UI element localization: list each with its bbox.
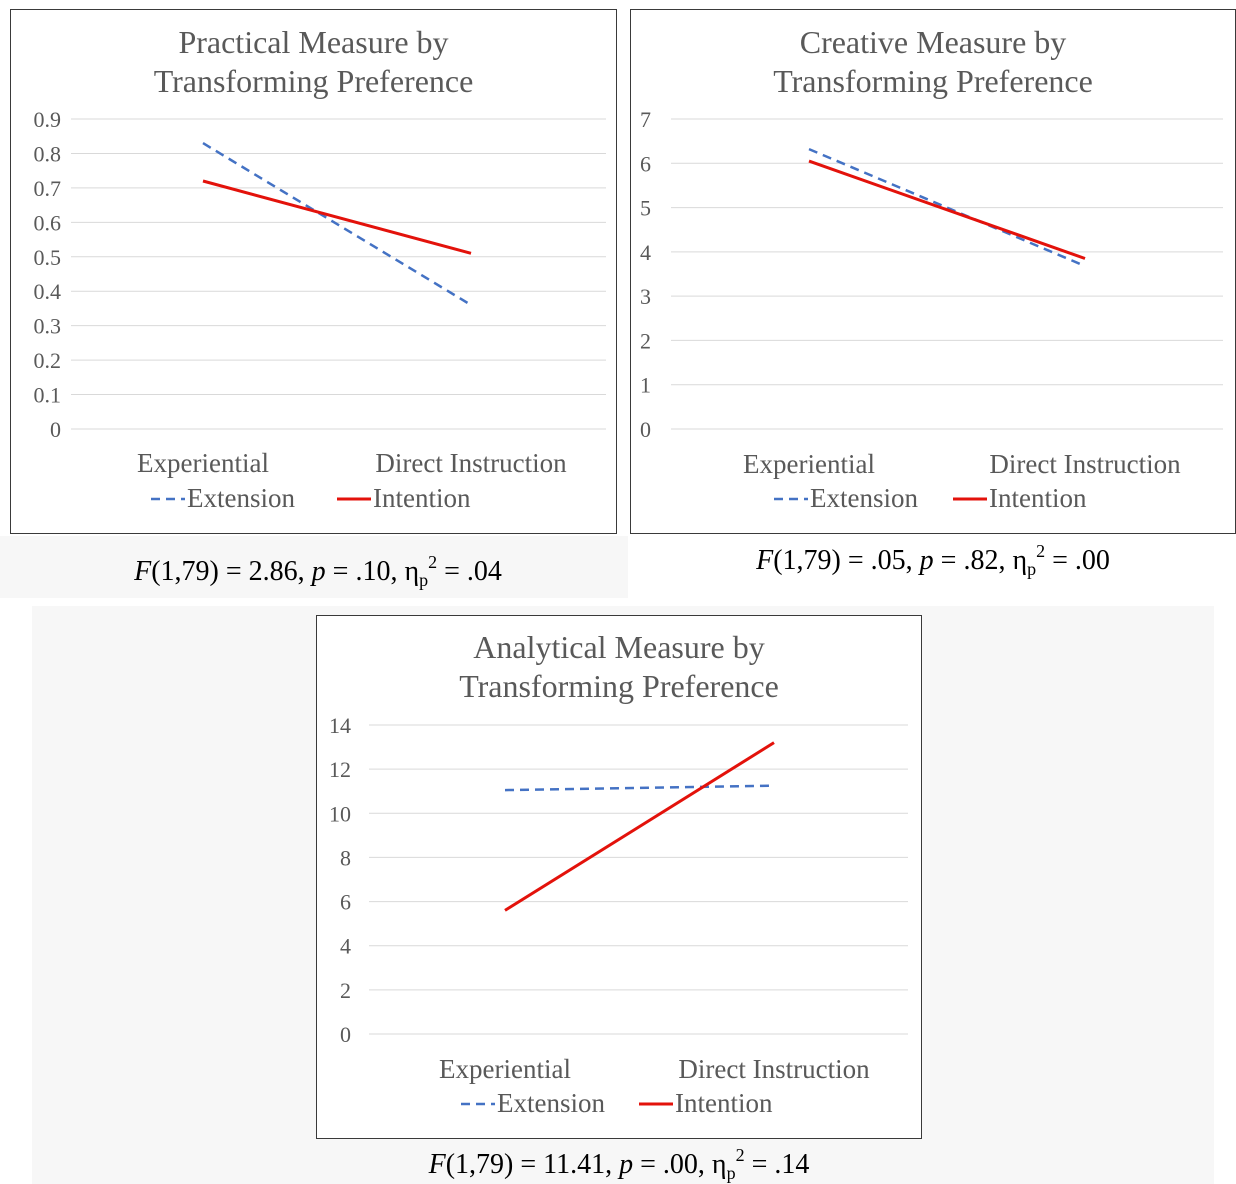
y-tick-label: 0 <box>640 417 651 442</box>
creative-chart-panel: Creative Measure by Transforming Prefere… <box>630 9 1236 534</box>
legend-label-intention: Intention <box>989 483 1087 513</box>
y-tick-label: 6 <box>640 151 651 176</box>
series-line-intention <box>504 741 775 912</box>
stat-p-label: p <box>619 1149 634 1180</box>
stat-f-label: F <box>756 545 774 576</box>
chart-title: Creative Measure by Transforming Prefere… <box>631 23 1235 101</box>
stat-df: (1,79) = .05, <box>773 545 920 576</box>
series-line-extension <box>504 784 775 792</box>
y-tick-label: 0.8 <box>34 141 62 166</box>
stat-p-value: = .82, η <box>933 545 1028 576</box>
y-tick-label: 2 <box>640 328 651 353</box>
creative-chart-svg: 0 1 2 3 4 5 6 7 Experiential Direct Instruction Ex… <box>640 107 1223 513</box>
legend-label-extension: Extension <box>497 1088 605 1118</box>
stat-eta-sup: 2 <box>1036 541 1046 561</box>
practical-chart-panel: Practical Measure by Transforming Prefer… <box>10 9 617 534</box>
y-tick-label: 12 <box>329 757 351 782</box>
caption-band-top <box>0 536 628 598</box>
y-tick-label: 0 <box>340 1022 351 1047</box>
analytical-chart-panel: Analytical Measure by Transforming Prefe… <box>316 615 922 1139</box>
stat-p-label: p <box>311 556 326 587</box>
stat-eta-sub: p <box>726 1163 736 1183</box>
series-line-extension <box>808 147 1086 268</box>
stat-eta-sup: 2 <box>735 1145 745 1165</box>
y-tick-label: 1 <box>640 373 651 398</box>
stat-eta-sub: p <box>1027 559 1037 579</box>
y-tick-label: 0.9 <box>34 107 62 132</box>
chart-title-line-1: Creative Measure by <box>799 24 1067 60</box>
stat-eta-sub: p <box>419 570 429 590</box>
y-tick-label: 0.3 <box>34 314 62 339</box>
stat-p-value: = .00, η <box>633 1149 727 1180</box>
creative-stat-caption: F(1,79) = .05, p = .82, ηp2 = .00 <box>630 541 1236 580</box>
stat-eta-value: = .14 <box>744 1149 810 1180</box>
x-category-label: Direct Instruction <box>375 448 567 478</box>
y-tick-label: 5 <box>640 196 651 221</box>
y-tick-label: 3 <box>640 284 651 309</box>
stat-f-label: F <box>428 1149 446 1180</box>
stat-eta-value: = .04 <box>437 556 502 587</box>
chart-title-line-1: Analytical Measure by <box>473 629 765 665</box>
x-category-label: Direct Instruction <box>678 1054 870 1084</box>
y-tick-label: 0 <box>50 417 61 442</box>
analytical-stat-caption: F(1,79) = 11.41, p = .00, ηp2 = .14 <box>316 1145 922 1184</box>
series-line-intention <box>808 159 1086 260</box>
x-category-label: Experiential <box>439 1054 571 1084</box>
chart-title-line-2: Transforming Preference <box>773 63 1093 99</box>
y-tick-label: 0.2 <box>34 348 62 373</box>
y-tick-label: 4 <box>340 934 351 959</box>
legend-label-intention: Intention <box>675 1088 773 1118</box>
x-category-label: Experiential <box>743 449 875 479</box>
legend-label-extension: Extension <box>187 483 295 513</box>
stat-p-label: p <box>919 545 934 576</box>
x-category-label: Experiential <box>137 448 269 478</box>
y-tick-label: 6 <box>340 890 351 915</box>
practical-chart-svg: 0 0.1 0.2 0.3 0.4 0.5 0.6 0.7 0.8 0.9 Experiential… <box>34 107 606 513</box>
y-tick-label: 7 <box>640 107 651 132</box>
y-tick-label: 0.6 <box>34 210 62 235</box>
y-tick-label: 0.7 <box>34 176 62 201</box>
stat-eta-sup: 2 <box>428 552 438 572</box>
analytical-chart-svg: 0 2 4 6 8 10 12 14 Experiential Direct Instructio… <box>329 713 908 1118</box>
y-tick-label: 0.1 <box>34 383 62 408</box>
y-tick-label: 10 <box>329 801 351 826</box>
chart-title: Analytical Measure by Transforming Prefe… <box>317 628 921 706</box>
y-tick-label: 4 <box>640 240 651 265</box>
series-line-extension <box>202 142 472 307</box>
stat-df: (1,79) = 2.86, <box>151 556 312 587</box>
chart-title-line-2: Transforming Preference <box>153 63 474 99</box>
stat-eta-value: = .00 <box>1045 545 1110 576</box>
practical-stat-caption: F(1,79) = 2.86, p = .10, ηp2 = .04 <box>0 552 636 591</box>
stat-f-label: F <box>134 556 152 587</box>
y-tick-label: 0.4 <box>34 279 62 304</box>
chart-title: Practical Measure by Transforming Prefer… <box>11 23 616 101</box>
y-tick-label: 0.5 <box>34 245 62 270</box>
stat-p-value: = .10, η <box>325 556 420 587</box>
chart-title-line-2: Transforming Preference <box>459 668 779 704</box>
y-tick-label: 14 <box>329 713 351 738</box>
chart-title-line-1: Practical Measure by <box>178 24 449 60</box>
x-category-label: Direct Instruction <box>989 449 1181 479</box>
legend-label-intention: Intention <box>373 483 471 513</box>
y-tick-label: 2 <box>340 978 351 1003</box>
series-line-intention <box>202 179 472 255</box>
legend-label-extension: Extension <box>810 483 918 513</box>
y-tick-label: 8 <box>340 845 351 870</box>
stat-df: (1,79) = 11.41, <box>445 1149 620 1180</box>
